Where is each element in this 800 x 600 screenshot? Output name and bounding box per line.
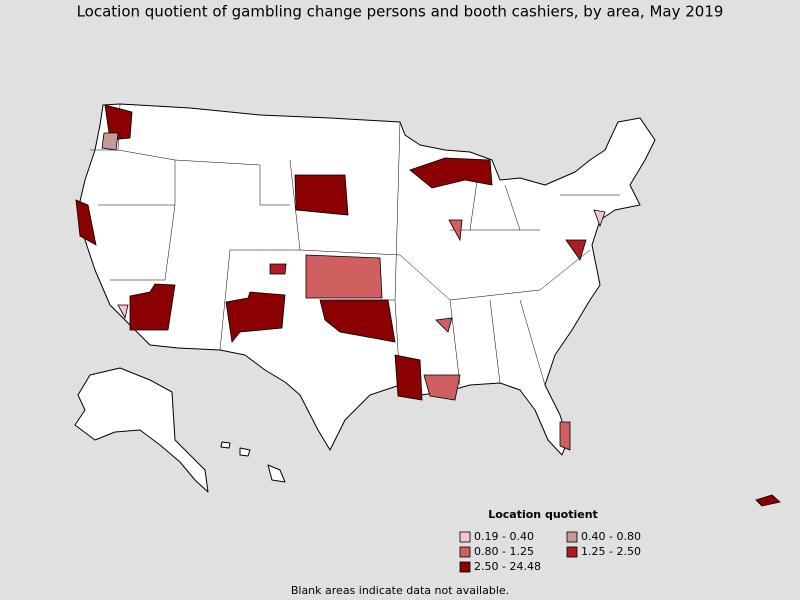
- legend: 0.19 - 0.40 0.40 - 0.80 0.80 - 1.25 1.25 - …: [459, 530, 641, 573]
- footnote: Blank areas indicate data not available.: [291, 584, 509, 597]
- area-puerto-rico: [755, 494, 781, 507]
- area-washington: [104, 104, 133, 141]
- areas: [75, 104, 781, 507]
- area-michigan: [409, 157, 493, 189]
- state-lines: [90, 103, 620, 386]
- legend-label: 2.50 - 24.48: [474, 560, 541, 573]
- area-oregon: [101, 132, 119, 151]
- area-indiana: [448, 219, 463, 242]
- area-oklahoma: [319, 299, 396, 343]
- alaska: [74, 367, 209, 493]
- area-gulf-coast: [423, 374, 461, 401]
- legend-swatch: [459, 546, 471, 558]
- legend-label: 0.80 - 1.25: [474, 545, 534, 558]
- legend-label: 0.19 - 0.40: [474, 530, 534, 543]
- area-arizona: [129, 283, 176, 331]
- area-dakota: [294, 174, 349, 216]
- hawaii-3: [220, 441, 231, 449]
- area-tennessee: [435, 317, 453, 333]
- legend-swatch: [566, 546, 578, 558]
- legend-swatch: [459, 561, 471, 573]
- area-new-mexico: [225, 291, 286, 343]
- legend-swatch: [566, 531, 578, 543]
- legend-title: Location quotient: [488, 508, 598, 521]
- area-socal: [117, 304, 129, 320]
- area-colorado: [269, 263, 287, 275]
- map-title: Location quotient of gambling change per…: [77, 3, 724, 21]
- area-california: [75, 199, 97, 246]
- area-kansas: [305, 254, 383, 299]
- legend-swatch: [459, 531, 471, 543]
- area-new-jersey: [593, 209, 606, 228]
- legend-label: 0.40 - 0.80: [581, 530, 641, 543]
- area-maryland: [565, 239, 587, 261]
- area-florida: [559, 421, 571, 451]
- hawaii-2: [239, 447, 251, 457]
- hawaii: [267, 464, 286, 483]
- area-louisiana: [394, 354, 423, 401]
- legend-label: 1.25 - 2.50: [581, 545, 641, 558]
